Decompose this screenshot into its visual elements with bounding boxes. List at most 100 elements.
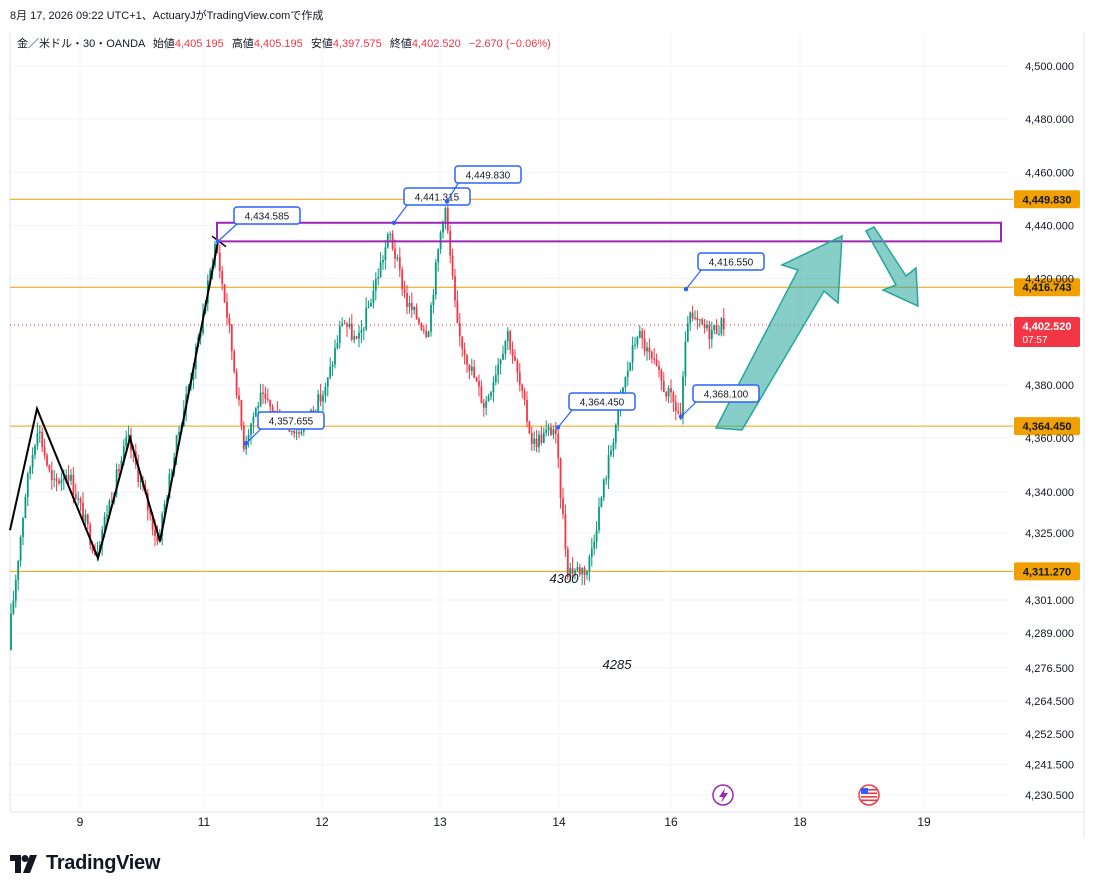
candle-body: [358, 332, 360, 339]
candle-body: [622, 387, 624, 396]
candle-body: [617, 406, 620, 425]
candle-body: [89, 524, 92, 545]
price-callout-label: 4,368.100: [704, 390, 749, 401]
candle-body: [122, 445, 125, 461]
callout-pointer: [245, 427, 263, 444]
candle-body: [691, 312, 694, 319]
x-tick-label: 11: [198, 815, 211, 829]
lightning-event-icon[interactable]: [712, 784, 734, 806]
candle-body: [509, 331, 512, 350]
candle-body: [379, 262, 382, 278]
candle-body: [118, 469, 120, 472]
candle-body: [506, 331, 509, 341]
candle-body: [382, 259, 384, 263]
candle-body: [679, 412, 682, 417]
symbol-name[interactable]: 金／米ドル・30・OANDA: [17, 38, 145, 50]
candle-body: [43, 447, 46, 456]
candle-body: [475, 377, 478, 382]
candle-body: [682, 376, 684, 417]
x-tick-label: 9: [77, 815, 84, 829]
candle-body: [562, 498, 564, 515]
candle-body: [581, 568, 584, 575]
candle-body: [415, 306, 418, 319]
candle-body: [370, 302, 372, 307]
x-tick-label: 18: [793, 815, 807, 829]
y-tick-label: 4,289.000: [1025, 628, 1074, 640]
candle-body: [708, 324, 711, 340]
callout-pointer: [217, 222, 239, 242]
candle-body: [360, 330, 363, 333]
candle-body: [425, 331, 428, 337]
time-axis[interactable]: 9 11 12 13 14 16 18 19: [77, 784, 931, 829]
open-value: 4,405.195: [174, 38, 224, 50]
price-chart[interactable]: 4,449.830 4,416.743 4,364.450 4,311.270 4,40…: [0, 0, 1094, 845]
candle-body: [446, 207, 449, 231]
candle-body: [482, 402, 485, 408]
candle-body: [127, 434, 130, 438]
candle-body: [658, 366, 660, 370]
candle-body: [46, 455, 48, 466]
candle-body: [710, 329, 713, 340]
candle-body: [154, 530, 156, 537]
price-callout-label: 4,441.315: [415, 193, 460, 204]
candle-body: [401, 269, 404, 290]
candle-body: [389, 233, 392, 235]
candle-body: [437, 249, 440, 263]
candle-body: [226, 302, 228, 318]
candle-body: [487, 396, 490, 401]
candle-body: [139, 480, 142, 482]
candle-body: [384, 247, 387, 260]
candle-body: [701, 319, 704, 325]
price-level-label: 4,364.450: [1023, 421, 1072, 433]
candle-body: [521, 384, 524, 391]
candle-body: [377, 277, 380, 280]
candle-body: [228, 317, 231, 325]
candle-body: [595, 530, 598, 542]
candle-body: [485, 400, 488, 408]
annotation-4285: 4285: [603, 657, 633, 672]
candle-body: [576, 567, 579, 571]
zigzag-pattern: [9, 241, 219, 562]
candle-body: [365, 307, 368, 330]
candle-body: [545, 429, 548, 433]
us-flag-event-icon[interactable]: [858, 784, 880, 806]
y-tick-label: 4,340.000: [1025, 487, 1074, 499]
candle-body: [324, 386, 327, 396]
candle-body: [547, 427, 550, 430]
candle-body: [55, 478, 58, 481]
candle-body: [295, 432, 298, 434]
candle-body: [516, 360, 519, 373]
candle-body: [569, 568, 572, 577]
candle-body: [722, 318, 725, 330]
price-callout-box: [568, 392, 636, 411]
candle-body: [526, 400, 528, 422]
y-tick-label: 4,230.500: [1025, 790, 1074, 802]
candle-body: [550, 427, 552, 435]
candle-body: [638, 331, 641, 338]
candle-body: [341, 323, 344, 327]
low-value: 4,397.575: [332, 38, 382, 50]
price-callout-box: [454, 165, 522, 184]
y-tick-label: 4,500.000: [1025, 61, 1074, 73]
candle-body: [334, 348, 336, 365]
candle-body: [298, 432, 300, 434]
horizontal-levels: 4,449.830 4,416.743 4,364.450 4,311.270 4,40…: [10, 190, 1080, 581]
candle-body: [209, 269, 212, 281]
candle-body: [566, 549, 569, 577]
tradingview-logo-icon: [10, 854, 37, 873]
candle-body: [442, 221, 444, 233]
candle-body: [706, 324, 708, 329]
price-axis[interactable]: 4,500.000 4,480.000 4,460.000 4,440.000 4,42…: [1025, 61, 1074, 802]
candle-body: [163, 503, 166, 515]
tradingview-logo[interactable]: TradingView: [10, 852, 160, 875]
candle-body: [290, 430, 293, 432]
candle-body: [653, 358, 656, 361]
candle-body: [252, 416, 255, 424]
candle-body: [497, 364, 500, 376]
y-tick-label: 4,325.000: [1025, 528, 1074, 540]
flag-stripe: [861, 799, 877, 802]
candle-body: [538, 434, 540, 448]
candle-body: [499, 359, 502, 365]
candle-body: [420, 323, 423, 330]
current-price-label: 4,402.520: [1023, 321, 1072, 333]
